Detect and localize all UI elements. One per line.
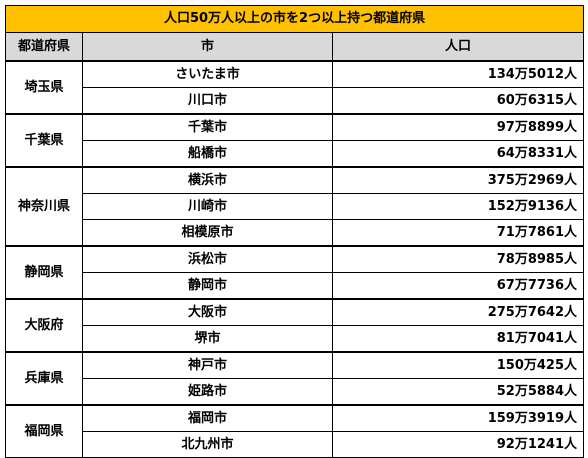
table-row: 姫路市 52万5884人 [6, 378, 585, 406]
prefecture-cell: 大阪府 [5, 298, 83, 353]
city-cell: 川崎市 [82, 193, 333, 220]
table-title: 人口50万人以上の市を2つ以上持つ都道府県 [4, 5, 585, 33]
city-cell: 北九州市 [82, 431, 333, 458]
header-row: 都道府県 市 人口 [5, 32, 585, 62]
prefecture-cell: 福岡県 [5, 404, 83, 458]
prefecture-cell: 神奈川県 [5, 166, 83, 247]
table-row: 川崎市 152万9136人 [6, 193, 585, 220]
city-cell: 川口市 [82, 87, 333, 115]
table-row: 埼玉県 さいたま市 134万5012人 [5, 60, 585, 115]
population-cell: 67万7736人 [331, 272, 585, 300]
population-cell: 97万8899人 [331, 113, 585, 141]
table-row: 堺市 81万7041人 [6, 325, 585, 353]
population-cell: 92万1241人 [331, 431, 585, 458]
table-row: 兵庫県 神戸市 150万425人 [5, 351, 585, 406]
population-cell: 150万425人 [331, 351, 585, 379]
population-table: 人口50万人以上の市を2つ以上持つ都道府県 都道府県 市 人口 埼玉県 さいたま… [4, 5, 585, 458]
city-cell: 浜松市 [82, 245, 333, 273]
city-cell: 静岡市 [82, 272, 333, 300]
table-row: 船橋市 64万8331人 [6, 140, 585, 168]
city-cell: 船橋市 [82, 140, 333, 168]
population-cell: 64万8331人 [331, 140, 585, 168]
population-cell: 134万5012人 [331, 60, 585, 88]
city-cell: 神戸市 [82, 351, 333, 379]
table-body: 埼玉県 さいたま市 134万5012人 川口市 60万6315人 千葉県 千葉市… [5, 60, 585, 458]
population-table-container: 人口50万人以上の市を2つ以上持つ都道府県 都道府県 市 人口 埼玉県 さいたま… [4, 5, 585, 458]
table-row: 川口市 60万6315人 [6, 87, 585, 115]
population-cell: 78万8985人 [331, 245, 585, 273]
prefecture-cell: 千葉県 [5, 113, 83, 168]
prefecture-cell: 埼玉県 [5, 60, 83, 115]
table-row: 相模原市 71万7861人 [6, 219, 585, 247]
population-cell: 275万7642人 [331, 298, 585, 326]
table-row: 神奈川県 横浜市 375万2969人 [5, 166, 585, 247]
city-cell: 堺市 [82, 325, 333, 353]
city-cell: 横浜市 [82, 166, 333, 194]
title-row: 人口50万人以上の市を2つ以上持つ都道府県 [4, 5, 585, 33]
table-row: 福岡県 福岡市 159万3919人 [5, 404, 585, 458]
city-cell: 千葉市 [82, 113, 333, 141]
table-row: 北九州市 92万1241人 [6, 431, 585, 458]
header-prefecture: 都道府県 [5, 32, 83, 62]
population-cell: 152万9136人 [331, 193, 585, 220]
population-cell: 375万2969人 [331, 166, 585, 194]
table-row: 大阪府 大阪市 275万7642人 [5, 298, 585, 353]
population-cell: 159万3919人 [331, 404, 585, 432]
population-cell: 52万5884人 [331, 378, 585, 406]
population-cell: 71万7861人 [331, 219, 585, 247]
city-cell: 相模原市 [82, 219, 333, 247]
prefecture-cell: 静岡県 [5, 245, 83, 300]
population-cell: 81万7041人 [331, 325, 585, 353]
table-row: 静岡県 浜松市 78万8985人 [5, 245, 585, 300]
city-cell: 姫路市 [82, 378, 333, 406]
prefecture-cell: 兵庫県 [5, 351, 83, 406]
header-city: 市 [82, 32, 333, 62]
table-row: 千葉県 千葉市 97万8899人 [5, 113, 585, 168]
population-cell: 60万6315人 [331, 87, 585, 115]
city-cell: さいたま市 [82, 60, 333, 88]
table-row: 静岡市 67万7736人 [6, 272, 585, 300]
city-cell: 福岡市 [82, 404, 333, 432]
header-population: 人口 [331, 32, 585, 62]
city-cell: 大阪市 [82, 298, 333, 326]
